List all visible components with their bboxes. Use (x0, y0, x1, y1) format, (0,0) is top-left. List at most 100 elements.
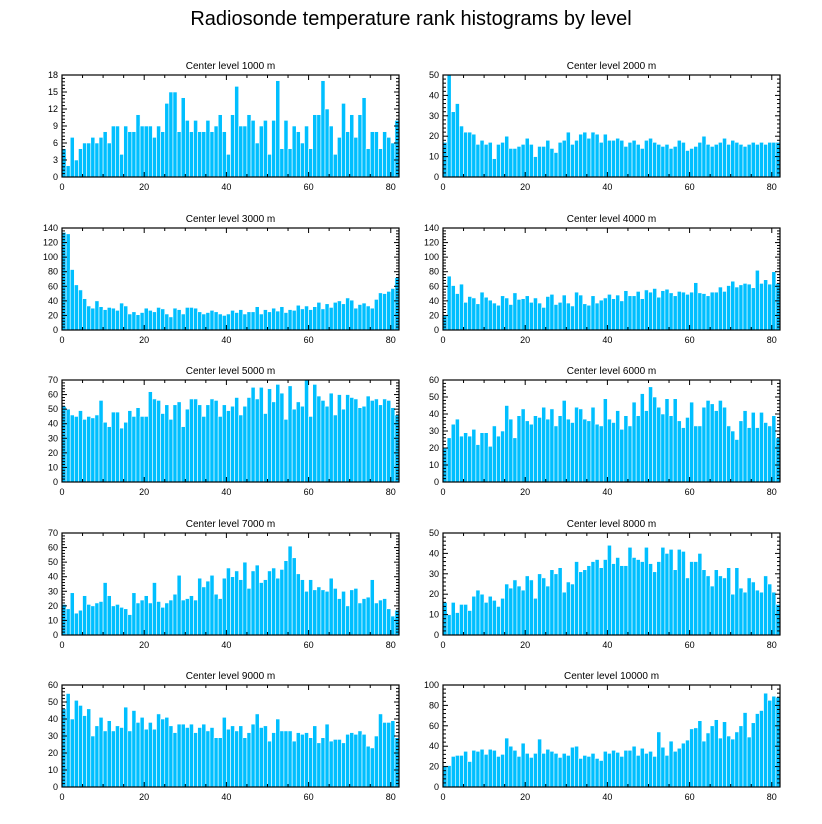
histogram-bar (119, 427, 124, 483)
histogram-bar (234, 570, 240, 636)
histogram-bar (180, 599, 186, 636)
plot-frame (61, 532, 400, 636)
histogram-bar (357, 730, 363, 788)
histogram-bar (238, 309, 244, 331)
histogram-bar (565, 755, 571, 788)
histogram-bar (353, 733, 359, 788)
histogram-bar (742, 283, 748, 331)
histogram-bar (295, 732, 301, 788)
histogram-bar (82, 298, 87, 331)
histogram-bar (537, 302, 542, 331)
histogram-bar (275, 310, 281, 331)
histogram-bar (726, 285, 731, 331)
histogram-bar (512, 292, 518, 331)
histogram-bar (312, 725, 318, 788)
histogram-bar (349, 299, 355, 331)
histogram-bar (172, 593, 178, 636)
y-tick-label: 40 (429, 90, 439, 100)
x-tick-label: 60 (685, 335, 695, 345)
histogram-bar (578, 571, 584, 636)
y-tick-label: 70 (48, 528, 58, 538)
chart-panel: Center level 2000 m 0 20 40 60 80 0 10 20 30 40 50 (429, 61, 781, 192)
histogram-bar (705, 295, 711, 331)
y-tick-label: 0 (434, 477, 439, 487)
histogram-bar (283, 312, 289, 331)
histogram-bar (705, 144, 711, 178)
histogram-bar (479, 139, 485, 178)
histogram-bar (508, 418, 514, 483)
histogram-bar (479, 748, 485, 788)
x-tick-label: 80 (767, 640, 777, 650)
histogram-bar (127, 131, 133, 178)
histogram-bar (378, 292, 383, 331)
histogram-bar (201, 416, 207, 483)
histogram-bar (82, 595, 87, 636)
histogram-bar (90, 137, 96, 178)
histogram-bar (500, 754, 505, 788)
histogram-bar (271, 567, 277, 636)
histogram-bar (238, 579, 244, 636)
histogram-bar (209, 727, 215, 788)
histogram-bar (483, 432, 489, 483)
histogram-bar (86, 604, 92, 636)
histogram-bar (639, 747, 645, 788)
histogram-bar (115, 125, 120, 178)
histogram-bar (672, 750, 678, 788)
histogram-bar (82, 142, 87, 178)
histogram-bar (74, 284, 79, 331)
histogram-bar (463, 604, 468, 636)
histogram-bar (374, 735, 379, 788)
histogram-bar (693, 727, 699, 788)
histogram-bar (94, 142, 100, 178)
y-tick-label: 3 (53, 155, 58, 165)
histogram-bar (742, 591, 748, 636)
histogram-bar (221, 404, 227, 483)
plot-frame (442, 227, 781, 331)
histogram-bar (442, 765, 448, 788)
histogram-bar (668, 292, 674, 331)
histogram-bar (106, 595, 112, 636)
histogram-bar (254, 564, 260, 636)
histogram-bar (730, 139, 736, 178)
histogram-bar (705, 575, 711, 636)
histogram-bar (382, 131, 387, 178)
histogram-bar (746, 577, 752, 636)
histogram-bar (263, 579, 268, 636)
histogram-bar (648, 563, 653, 636)
histogram-bar (750, 287, 756, 331)
histogram-bar (656, 144, 662, 178)
x-tick-label: 60 (685, 640, 695, 650)
histogram-bar (611, 749, 616, 788)
histogram-bar (78, 410, 83, 483)
histogram-bar (378, 713, 383, 788)
chart-panel: Center level 3000 m 0 20 40 60 80 0 20 40 60 80 100… (43, 214, 400, 345)
y-tick-label: 30 (48, 586, 58, 596)
y-tick-label: 60 (48, 390, 58, 400)
histogram-bar (545, 296, 551, 331)
histogram-bar (635, 144, 641, 178)
histogram-bar (226, 567, 231, 636)
histogram-bar (689, 728, 694, 788)
histogram-bar (553, 573, 559, 636)
histogram-bar (332, 154, 338, 178)
histogram-bar (524, 753, 530, 788)
x-tick-label: 0 (59, 792, 64, 802)
histogram-bar (312, 384, 318, 483)
histogram-bar (504, 405, 510, 483)
histogram-bar (533, 753, 538, 788)
histogram-bar (442, 315, 448, 331)
y-tick-label: 30 (429, 111, 439, 121)
histogram-bar (308, 416, 313, 483)
histogram-bar (553, 425, 559, 483)
histogram-bar (164, 404, 170, 483)
y-tick-label: 9 (53, 121, 58, 131)
histogram-bar (369, 307, 375, 331)
histogram-bar (693, 282, 699, 331)
histogram-bar (508, 148, 514, 178)
histogram-bar (446, 765, 452, 788)
histogram-bar (341, 103, 346, 178)
histogram-bar (365, 305, 371, 331)
histogram-bar (746, 144, 752, 178)
y-tick-label: 120 (424, 238, 439, 248)
histogram-bar (524, 295, 530, 331)
